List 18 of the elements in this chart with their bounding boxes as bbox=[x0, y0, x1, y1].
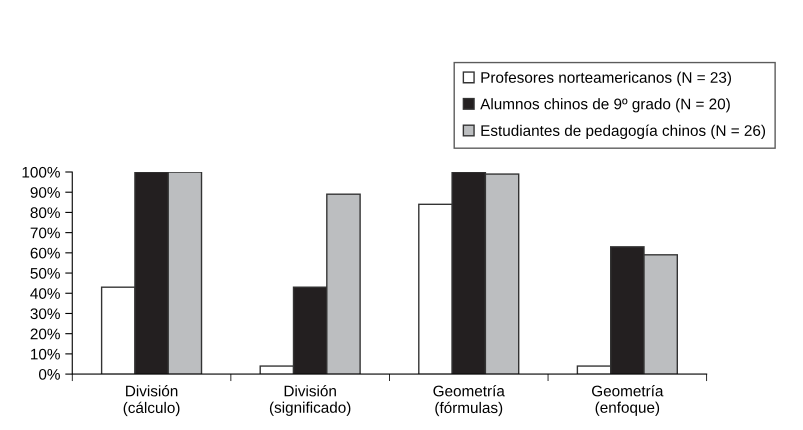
y-tick-label: 30% bbox=[30, 308, 60, 320]
y-tick-label: 100% bbox=[22, 166, 60, 178]
y-tick-label: 90% bbox=[30, 187, 60, 198]
y-tick-label: 10% bbox=[31, 348, 60, 360]
legend-label: Estudiantes de pedagogía chinos (N = 26) bbox=[481, 124, 766, 140]
y-tick-label: 0% bbox=[38, 368, 60, 380]
x-tick-label: División (cálculo) bbox=[124, 385, 180, 416]
y-tick-label: 60% bbox=[30, 248, 60, 259]
legend-label: Alumnos chinos de 9º grado (N = 20) bbox=[480, 98, 730, 112]
y-tick-label: 70% bbox=[30, 228, 60, 238]
x-tick-label: División (significado) bbox=[270, 385, 350, 416]
legend-label: Profesores norteamericanos (N = 23) bbox=[481, 72, 731, 86]
x-tick-label: Geometría (fórmulas) bbox=[433, 385, 505, 416]
y-tick-label: 20% bbox=[30, 328, 60, 340]
y-tick-label: 40% bbox=[30, 288, 60, 299]
y-tick-label: 50% bbox=[30, 268, 60, 279]
x-tick-label: Geometría (enfoque) bbox=[592, 385, 664, 416]
y-tick-label: 80% bbox=[30, 207, 60, 218]
